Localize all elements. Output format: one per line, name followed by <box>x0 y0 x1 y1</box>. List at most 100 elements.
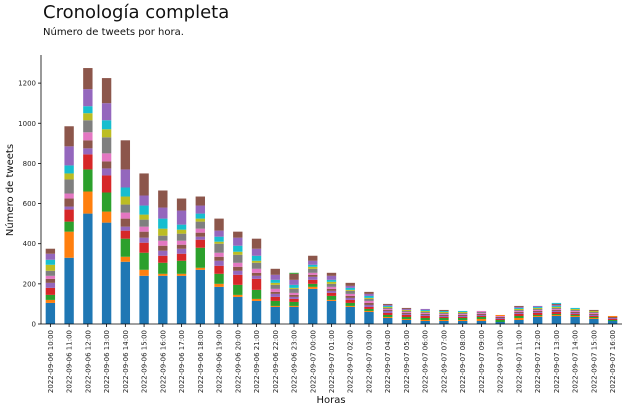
bar-segment <box>45 264 56 271</box>
bar-segment <box>495 316 505 318</box>
bar-segment <box>439 317 449 320</box>
bar-segment <box>345 306 355 324</box>
bar-segment <box>101 137 112 154</box>
x-tick-label: 2022-09-07 08:00 <box>459 330 467 393</box>
bar-segment <box>120 187 131 197</box>
bar-segment <box>570 307 580 309</box>
bar-segment <box>383 310 393 313</box>
bar-segment <box>45 282 56 288</box>
bar-segment <box>326 295 337 300</box>
x-tick-label: 2022-09-07 14:00 <box>572 330 580 393</box>
bar-segment <box>270 288 280 292</box>
x-tick-label: 2022-09-06 13:00 <box>103 330 111 393</box>
bar-segment <box>176 273 187 276</box>
bar-segment <box>289 296 299 299</box>
x-tick-label: 2022-09-07 16:00 <box>609 330 617 393</box>
bar-segment <box>589 315 599 317</box>
bar-segment <box>289 298 299 302</box>
bar-segment <box>364 308 374 311</box>
bar-segment <box>570 308 580 310</box>
bar-segment <box>308 276 318 280</box>
bar-segment <box>233 262 243 267</box>
bar-segment <box>345 295 355 298</box>
bar-segment <box>383 309 393 311</box>
bar-segment <box>270 282 280 285</box>
bar-segment <box>45 253 56 260</box>
bar-segment <box>551 302 562 304</box>
bar-segment <box>64 179 74 194</box>
x-tick-label: 2022-09-07 00:00 <box>309 330 317 393</box>
x-tick-label: 2022-09-06 19:00 <box>216 330 224 393</box>
bar-segment <box>214 236 224 242</box>
bar-segment <box>589 318 599 324</box>
bar-segment <box>551 315 562 324</box>
bar-segment <box>607 320 618 324</box>
bar-segment <box>514 319 524 324</box>
bar-segment <box>101 192 112 212</box>
bar-segment <box>214 241 224 244</box>
bar-segment <box>158 250 168 256</box>
bar-segment <box>195 269 205 324</box>
bar-segment <box>495 315 505 317</box>
bar-segment <box>195 239 205 248</box>
bar-segment <box>158 228 168 236</box>
bar-segment <box>570 314 580 316</box>
bar-segment <box>83 213 93 324</box>
bar-segment <box>326 275 337 280</box>
bar-segment <box>439 309 449 311</box>
bar-segment <box>514 309 524 311</box>
bar-segment <box>251 260 262 263</box>
bar-segment <box>364 300 374 303</box>
bar-segment <box>195 228 205 233</box>
bar-segment <box>532 311 543 313</box>
y-tick-label: 1000 <box>18 120 36 128</box>
bar-segment <box>120 238 131 257</box>
bar-segment <box>401 309 412 311</box>
bar-segment <box>139 219 149 227</box>
bar-segment <box>439 315 449 317</box>
bar-segment <box>289 279 299 285</box>
bar-segment <box>308 283 318 287</box>
bar-segment <box>289 294 299 297</box>
bar-segment <box>308 286 318 289</box>
y-tick-label: 400 <box>23 240 36 248</box>
x-tick-label: 2022-09-06 15:00 <box>141 330 149 393</box>
bar-segment <box>570 311 580 313</box>
bar-segment <box>251 298 262 301</box>
bar-segment <box>401 312 412 314</box>
bar-segment <box>532 316 543 324</box>
bar-segment <box>514 311 524 313</box>
x-tick-label: 2022-09-07 12:00 <box>534 330 542 393</box>
bar-segment <box>514 310 524 312</box>
bar-segment <box>101 175 112 193</box>
chart-subtitle: Número de tweets por hora. <box>43 27 184 38</box>
bar-segment <box>345 299 355 303</box>
x-tick-label: 2022-09-07 10:00 <box>497 330 505 393</box>
bar-segment <box>458 319 468 321</box>
bar-segment <box>383 306 393 308</box>
bar-segment <box>308 255 318 261</box>
bar-segment <box>570 315 580 317</box>
bar-segment <box>101 161 112 169</box>
bar-segment <box>439 320 449 324</box>
bar-segment <box>420 317 430 320</box>
bar-segment <box>532 315 543 317</box>
bar-segment <box>401 307 412 309</box>
bar-segment <box>420 319 430 321</box>
y-tick-label: 0 <box>32 321 36 329</box>
bar-segment <box>176 248 187 254</box>
bar-segment <box>64 165 74 174</box>
bar-segment <box>214 283 224 287</box>
bar-segment <box>101 120 112 130</box>
bar-segment <box>270 305 280 307</box>
bar-segment <box>607 315 618 317</box>
bar-segment <box>551 314 562 316</box>
bar-segment <box>401 311 412 313</box>
bar-segment <box>158 240 168 246</box>
bar-segment <box>532 310 543 312</box>
x-tick-label: 2022-09-07 09:00 <box>478 330 486 393</box>
bar-segment <box>176 229 187 234</box>
bar-segment <box>270 284 280 289</box>
bar-segment <box>532 312 543 315</box>
bar-segment <box>214 260 224 266</box>
